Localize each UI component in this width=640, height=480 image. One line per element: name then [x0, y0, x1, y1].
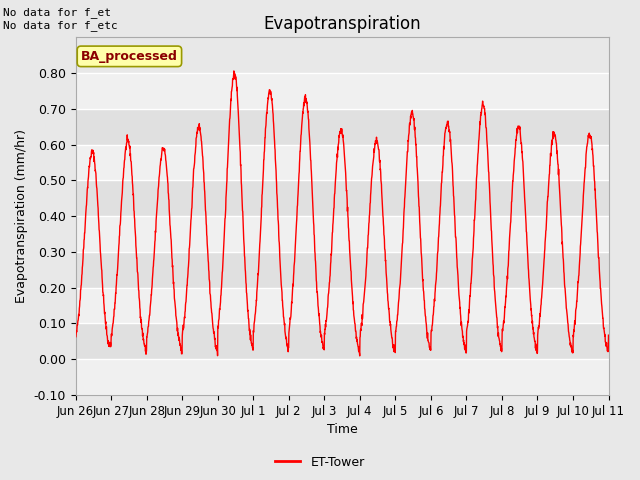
- Text: BA_processed: BA_processed: [81, 50, 178, 63]
- Bar: [76, 252, 609, 288]
- Bar: [76, 144, 609, 180]
- Bar: [76, 359, 609, 395]
- Bar: [76, 73, 609, 109]
- Title: Evapotranspiration: Evapotranspiration: [263, 15, 421, 33]
- Text: No data for f_et
No data for f_etc: No data for f_et No data for f_etc: [3, 7, 118, 31]
- X-axis label: Time: Time: [326, 423, 358, 436]
- Legend: ET-Tower: ET-Tower: [270, 451, 370, 474]
- Y-axis label: Evapotranspiration (mm/hr): Evapotranspiration (mm/hr): [15, 129, 28, 303]
- Bar: [76, 109, 609, 144]
- Bar: [76, 288, 609, 324]
- Bar: [76, 216, 609, 252]
- Bar: [76, 324, 609, 359]
- Bar: [76, 180, 609, 216]
